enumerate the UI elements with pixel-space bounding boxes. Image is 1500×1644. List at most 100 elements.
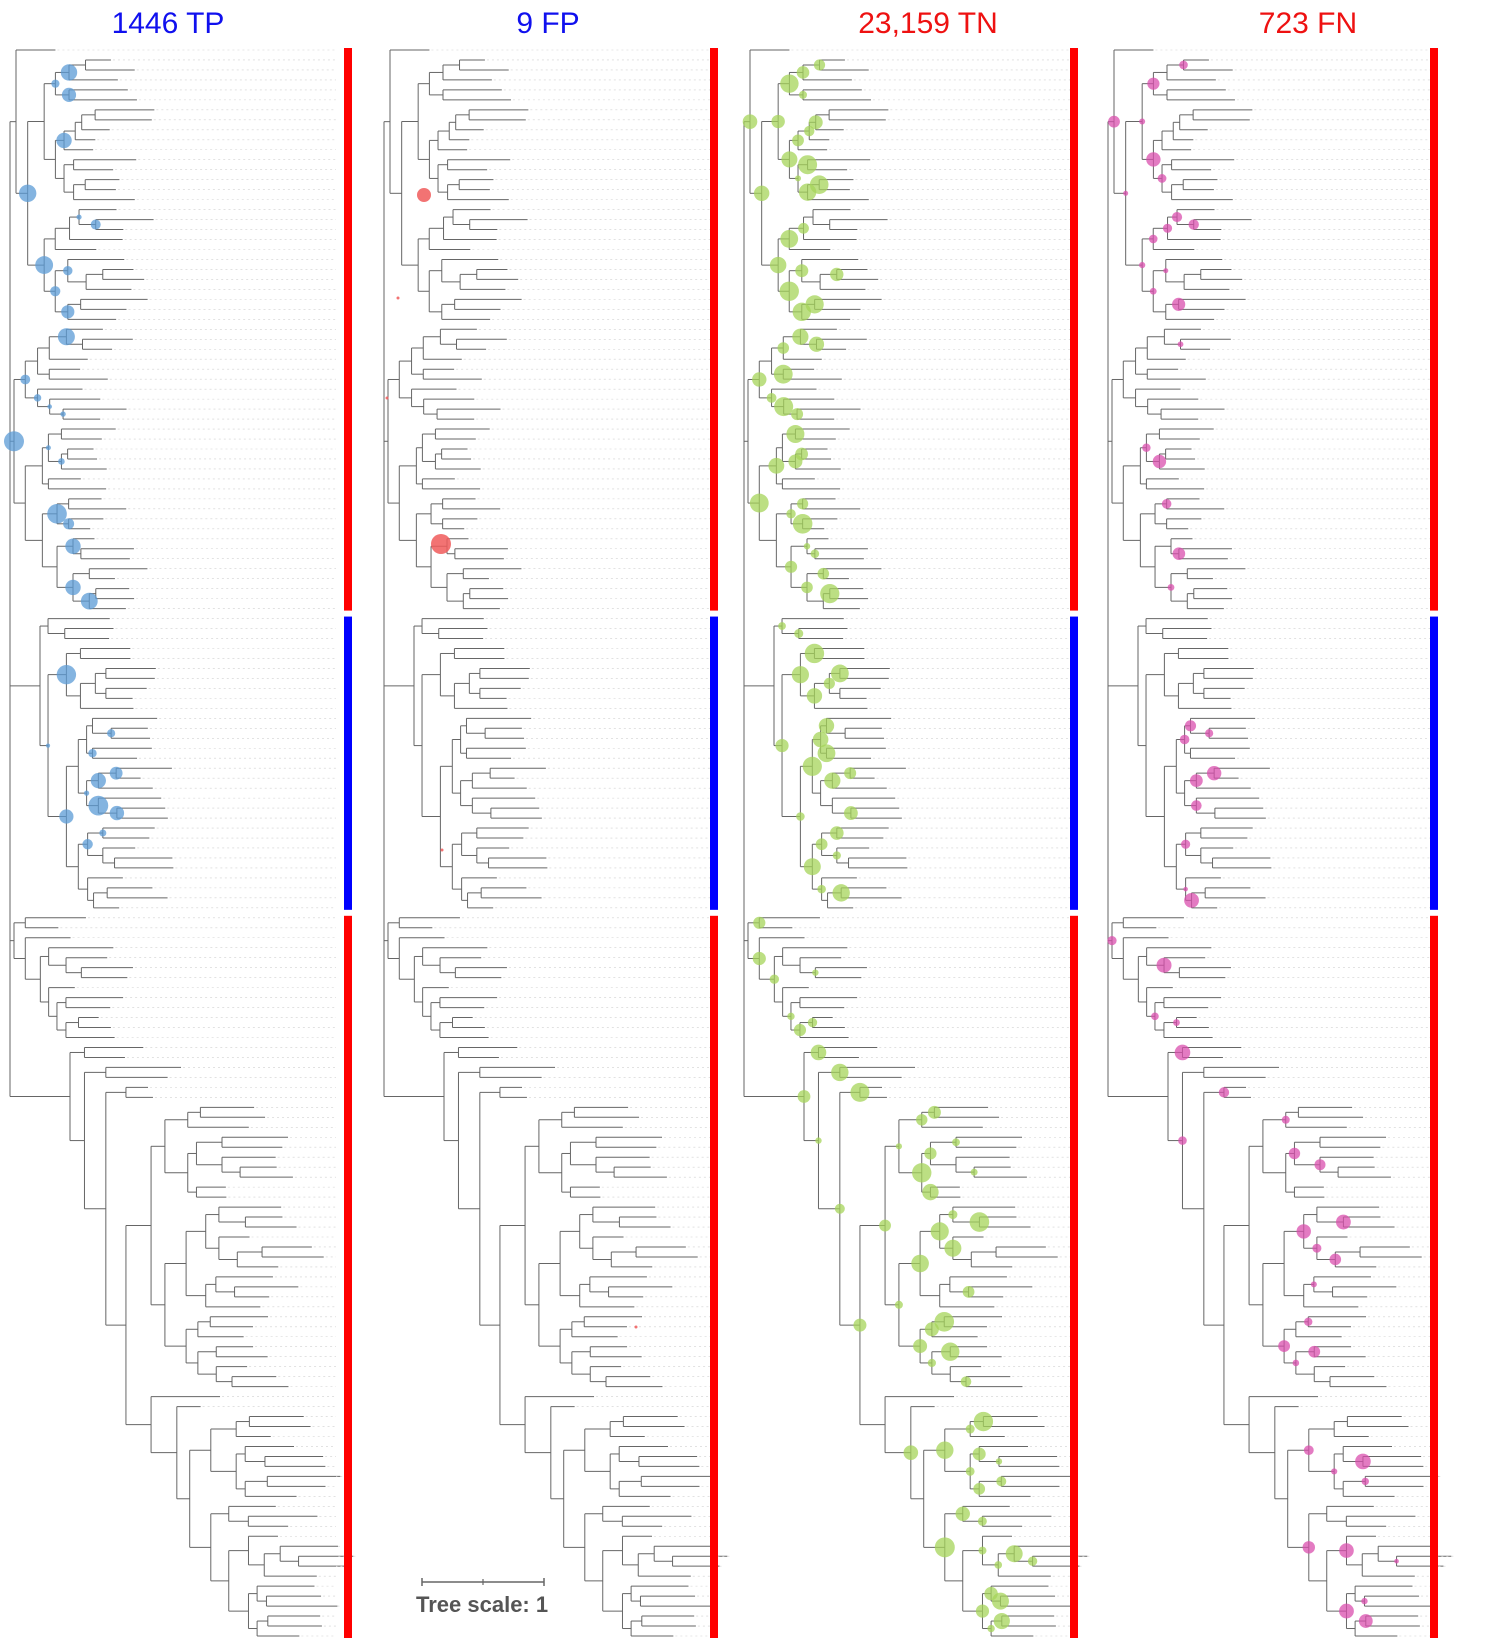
node-marker xyxy=(1181,839,1191,849)
tree-scale: Tree scale: 1 xyxy=(398,1572,568,1632)
node-marker xyxy=(1218,1087,1230,1098)
node-marker xyxy=(794,629,804,639)
node-marker xyxy=(792,328,809,345)
node-marker xyxy=(1308,1345,1321,1358)
class-bar xyxy=(710,915,718,1638)
node-marker xyxy=(793,1023,807,1037)
node-marker xyxy=(815,838,828,851)
node-marker xyxy=(1147,77,1160,90)
node-marker xyxy=(817,884,826,894)
node-marker xyxy=(801,581,813,594)
node-marker xyxy=(1184,720,1197,732)
node-marker xyxy=(1188,219,1199,230)
node-marker xyxy=(934,1537,955,1558)
node-marker xyxy=(1157,174,1167,183)
node-marker xyxy=(972,1447,986,1461)
node-marker xyxy=(778,622,786,630)
node-marker xyxy=(975,1604,990,1618)
node-marker xyxy=(60,411,66,417)
node-marker xyxy=(930,1222,949,1241)
node-marker xyxy=(766,392,777,403)
node-marker xyxy=(810,1044,827,1061)
node-marker xyxy=(795,175,802,182)
node-marker xyxy=(780,229,799,248)
node-marker xyxy=(834,1203,845,1214)
node-marker xyxy=(912,1163,932,1183)
node-marker xyxy=(1329,1253,1342,1266)
panel-title-tn: 23,159 TN xyxy=(858,7,998,40)
node-marker xyxy=(90,219,101,230)
node-marker xyxy=(80,592,98,610)
node-marker xyxy=(805,295,824,314)
node-marker xyxy=(843,806,858,820)
node-marker xyxy=(1336,1214,1351,1230)
node-marker xyxy=(109,766,123,780)
node-marker xyxy=(927,1105,941,1119)
node-marker xyxy=(791,408,804,421)
node-marker xyxy=(65,579,81,596)
node-marker xyxy=(1148,234,1158,244)
node-marker xyxy=(107,729,116,738)
node-marker xyxy=(1151,1012,1159,1021)
node-marker xyxy=(773,364,793,384)
node-marker xyxy=(894,1300,903,1309)
node-marker xyxy=(818,718,835,734)
node-marker xyxy=(88,795,109,816)
node-marker xyxy=(431,534,451,554)
node-marker xyxy=(806,688,823,704)
node-marker xyxy=(1171,211,1183,223)
node-marker xyxy=(385,396,389,400)
node-marker xyxy=(1163,268,1169,274)
node-marker xyxy=(1206,765,1222,781)
node-marker xyxy=(1178,1136,1187,1145)
class-bar xyxy=(344,616,352,910)
node-marker xyxy=(58,458,65,465)
node-marker xyxy=(830,826,844,840)
node-marker xyxy=(795,264,809,278)
node-marker xyxy=(787,1012,795,1021)
node-marker xyxy=(807,1017,818,1028)
node-marker xyxy=(798,155,818,175)
node-marker xyxy=(812,731,829,748)
node-marker xyxy=(84,790,90,796)
node-marker xyxy=(803,543,811,550)
node-marker xyxy=(1156,957,1172,973)
node-marker xyxy=(987,1624,995,1633)
node-marker xyxy=(952,1138,960,1147)
node-marker xyxy=(1312,1243,1322,1253)
node-marker xyxy=(769,974,780,984)
node-marker xyxy=(1173,1019,1180,1026)
node-marker xyxy=(56,132,72,149)
panel-title-fn: 723 FN xyxy=(1258,7,1358,40)
node-marker xyxy=(20,374,31,385)
class-bar xyxy=(1070,915,1078,1638)
node-marker xyxy=(1394,1558,1399,1564)
node-marker xyxy=(634,1325,638,1329)
node-marker xyxy=(1177,341,1184,348)
node-marker xyxy=(1005,1545,1023,1563)
node-marker xyxy=(752,951,766,966)
node-marker xyxy=(810,549,820,559)
node-marker xyxy=(1310,1281,1317,1288)
node-marker xyxy=(60,64,78,81)
node-marker xyxy=(1303,1445,1314,1456)
node-marker xyxy=(35,256,54,274)
node-marker xyxy=(1361,1597,1368,1605)
node-marker xyxy=(1339,1603,1354,1619)
panel-title-fp: 9 FP xyxy=(516,7,580,40)
node-marker xyxy=(792,514,813,534)
node-marker xyxy=(771,114,785,129)
node-marker xyxy=(832,851,841,860)
tree-scale-label: Tree scale: 1 xyxy=(416,1592,549,1617)
node-marker xyxy=(742,114,758,129)
node-marker xyxy=(1281,1115,1290,1124)
node-marker xyxy=(973,1411,994,1432)
node-marker xyxy=(1139,261,1146,269)
node-marker xyxy=(1108,115,1120,128)
node-marker xyxy=(768,457,785,474)
node-marker xyxy=(1355,1453,1371,1470)
node-marker xyxy=(780,74,799,93)
panel-title-tp: 1446 TP xyxy=(111,7,225,40)
node-marker xyxy=(18,184,37,203)
node-marker xyxy=(50,286,61,297)
